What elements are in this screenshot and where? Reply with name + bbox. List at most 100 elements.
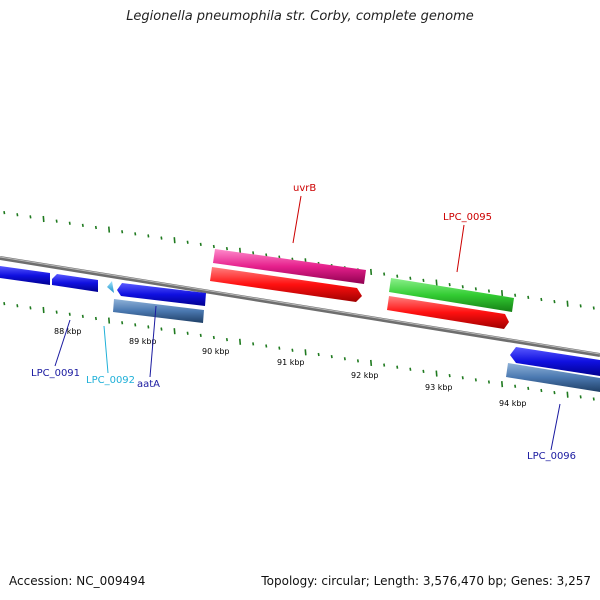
inner-tick-mark — [487, 380, 490, 384]
inner-tick-mark — [370, 359, 373, 367]
outer-tick-mark — [134, 232, 137, 236]
outer-tick-mark — [540, 297, 543, 302]
genome-backbone-highlight — [0, 256, 600, 355]
tick-label: 90 kbp — [202, 347, 230, 356]
inner-tick-mark — [68, 312, 71, 316]
map-title: Legionella pneumophila str. Corby, compl… — [126, 9, 474, 24]
outer-tick-mark — [108, 226, 111, 233]
gene-block-lpc0095-inner — [387, 296, 509, 329]
outer-tick-mark — [68, 221, 71, 225]
gene-leader-line — [54, 319, 71, 367]
outer-tick-mark — [160, 236, 163, 240]
gene-leader-line — [149, 305, 157, 378]
inner-tick-mark — [29, 306, 32, 310]
inner-tick-track — [3, 302, 595, 401]
outer-tick-mark — [474, 287, 477, 291]
gene-block-lpc0095 — [389, 278, 514, 312]
inner-tick-mark — [147, 325, 150, 329]
outer-tick-mark — [212, 244, 215, 249]
feature-blocks — [0, 249, 600, 392]
inner-tick-mark — [278, 346, 281, 350]
inner-tick-mark — [514, 384, 517, 388]
outer-tick-mark — [422, 278, 425, 283]
outer-tick-mark — [42, 215, 45, 223]
outer-tick-mark — [173, 237, 176, 244]
inner-tick-mark — [160, 327, 163, 331]
inner-tick-mark — [239, 338, 242, 345]
tick-labels: 88 kbp 89 kbp 90 kbp 91 kbp 92 kbp 93 kbp 94 k… — [54, 327, 527, 408]
outer-tick-mark — [553, 299, 556, 304]
inner-tick-mark — [16, 304, 19, 308]
inner-tick-mark — [540, 388, 543, 393]
gene-label: aatA — [137, 379, 160, 390]
inner-tick-mark — [396, 365, 399, 369]
gene-block-left-edge — [0, 266, 50, 285]
genome-info-text: Topology: circular; Length: 3,576,470 bp… — [261, 574, 591, 588]
outer-tick-mark — [461, 285, 464, 289]
inner-tick-mark — [383, 363, 386, 367]
inner-tick-mark — [108, 317, 111, 324]
outer-tick-mark — [186, 240, 189, 244]
gene-label: uvrB — [293, 183, 316, 194]
outer-tick-mark — [121, 230, 124, 234]
outer-tick-mark — [435, 279, 438, 286]
inner-tick-mark — [343, 357, 346, 361]
gene-block-uvrb-inner — [210, 267, 362, 302]
outer-tick-mark — [527, 295, 530, 299]
inner-tick-mark — [330, 354, 333, 359]
outer-tick-mark — [579, 304, 582, 308]
inner-tick-mark — [225, 338, 228, 342]
inner-tick-mark — [435, 370, 438, 377]
outer-tick-mark — [55, 219, 58, 223]
outer-tick-mark — [501, 290, 504, 297]
gene-label: LPC_0092 — [86, 375, 135, 386]
outer-tick-mark — [94, 225, 97, 230]
outer-tick-mark — [252, 251, 255, 255]
inner-tick-mark — [422, 369, 425, 374]
outer-tick-mark — [225, 247, 228, 251]
inner-tick-mark — [134, 323, 137, 327]
outer-tick-mark — [16, 213, 19, 217]
gene-leader-line — [103, 325, 109, 374]
outer-tick-mark — [487, 289, 490, 293]
inner-tick-mark — [55, 310, 58, 314]
inner-tick-mark — [553, 390, 556, 395]
gene-leader-line — [456, 224, 465, 273]
inner-tick-mark — [592, 397, 595, 401]
inner-tick-mark — [461, 376, 464, 380]
outer-tick-track — [3, 211, 595, 310]
inner-tick-mark — [304, 349, 307, 356]
outer-tick-mark — [514, 293, 517, 297]
gene-labels: LPC_0091 LPC_0092 aatA uvrB LPC_0095 LPC_0096 — [31, 183, 576, 462]
inner-tick-mark — [474, 378, 477, 382]
outer-tick-mark — [265, 253, 268, 257]
inner-tick-mark — [291, 348, 294, 352]
gene-block-lpc0091 — [52, 274, 98, 292]
outer-tick-mark — [409, 276, 412, 280]
outer-tick-mark — [383, 272, 386, 276]
gene-label: LPC_0095 — [443, 212, 492, 223]
tick-label: 94 kbp — [499, 399, 527, 408]
gene-leader-line — [292, 195, 302, 244]
inner-tick-mark — [252, 342, 255, 346]
inner-tick-mark — [199, 333, 202, 338]
outer-tick-mark — [81, 223, 84, 227]
gene-block-lpc0096 — [510, 347, 600, 376]
genome-backbone — [0, 256, 600, 357]
gene-label: LPC_0091 — [31, 368, 80, 379]
outer-tick-mark — [448, 283, 451, 287]
outer-tick-mark — [370, 268, 373, 276]
gene-block-lpc0092 — [107, 281, 114, 293]
tick-label: 89 kbp — [129, 337, 157, 346]
gene-label: LPC_0096 — [527, 451, 576, 462]
outer-tick-mark — [3, 211, 6, 215]
inner-tick-mark — [356, 359, 359, 363]
inner-tick-mark — [501, 381, 504, 388]
inner-tick-mark — [566, 391, 569, 398]
inner-tick-mark — [3, 302, 6, 306]
gene-block-aata-inner — [113, 299, 204, 323]
accession-text: Accession: NC_009494 — [9, 574, 146, 588]
outer-tick-mark — [29, 215, 32, 219]
inner-tick-mark — [579, 395, 582, 399]
